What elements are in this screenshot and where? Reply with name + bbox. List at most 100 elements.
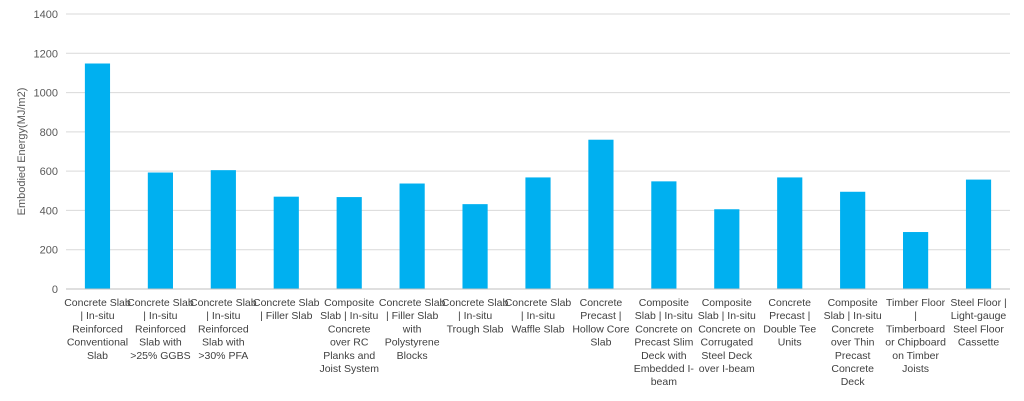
x-category-label-line: Slab | In-situ xyxy=(320,310,378,322)
y-tick-label: 600 xyxy=(40,166,58,178)
x-category-label-line: Slab xyxy=(87,350,108,362)
x-category-label-line: >25% GGBS xyxy=(130,350,190,362)
x-category-label-line: Steel Floor xyxy=(953,323,1004,335)
x-category-label-line: Cassette xyxy=(958,337,1000,349)
x-category-label-line: Joists xyxy=(902,363,929,375)
x-category-label: Composite Slab | In-situ Concrete on Corrug… xyxy=(698,297,756,375)
x-category-label-line: Concrete Slab xyxy=(442,297,509,309)
x-category-label-line: Composite xyxy=(828,297,878,309)
x-category-label-line: Corrugated xyxy=(701,337,754,349)
x-category-label-line: Light-gauge xyxy=(951,310,1007,322)
x-category-label-line: | In-situ xyxy=(206,310,240,322)
x-category-label-line: Timber Floor xyxy=(886,297,946,309)
bar xyxy=(840,191,866,289)
x-category-label: Concrete Slab | Filler Slab xyxy=(253,297,320,322)
bar xyxy=(525,177,551,289)
bar xyxy=(210,170,236,289)
bars xyxy=(84,63,992,289)
x-category-label-line: Polystyrene xyxy=(385,337,440,349)
x-category-label-line: Blocks xyxy=(397,350,428,362)
bar xyxy=(462,204,488,289)
x-category-label: Concrete Slab | Filler Slab with Polystyren… xyxy=(379,297,446,362)
x-category-label-line: over RC xyxy=(330,337,369,349)
bar xyxy=(588,139,614,289)
x-category-label: Timber Floor | Timberboard or Chipboard on T… xyxy=(885,297,946,375)
x-category-label-line: Slab | In-situ xyxy=(635,310,693,322)
x-category-label-line: Slab | In-situ xyxy=(698,310,756,322)
x-category-label-line: Steel Floor | xyxy=(950,297,1006,309)
x-category-label-line: Waffle Slab xyxy=(511,323,564,335)
x-category-label-line: Precast xyxy=(835,350,871,362)
x-category-label-line: Concrete xyxy=(831,323,874,335)
x-category-label-line: >30% PFA xyxy=(198,350,248,362)
bar xyxy=(147,172,173,289)
x-category-label-line: Concrete Slab xyxy=(127,297,194,309)
x-category-label: Concrete Slab | In-situ Reinforced Conventi… xyxy=(64,297,131,362)
x-category-label-line: Steel Deck xyxy=(701,350,753,362)
x-category-label-line: with xyxy=(402,323,422,335)
x-category-label-line: Reinforced xyxy=(72,323,123,335)
x-category-label-line: Concrete xyxy=(768,297,811,309)
x-category-label-line: Precast Slim xyxy=(634,337,693,349)
bar xyxy=(336,197,362,289)
bar xyxy=(273,196,299,289)
x-category-label-line: Deck xyxy=(841,376,866,388)
x-category-label-line: Slab with xyxy=(139,337,182,349)
x-category-label-line: | In-situ xyxy=(143,310,177,322)
x-category-label: Concrete Precast | Double Tee Units xyxy=(763,297,816,349)
x-category-label-line: | xyxy=(914,310,917,322)
bar xyxy=(651,181,677,289)
bar xyxy=(714,209,740,289)
x-category-label-line: Composite xyxy=(702,297,752,309)
x-category-label-line: Concrete Slab xyxy=(190,297,257,309)
y-tick-label: 0 xyxy=(52,284,58,296)
x-category-label-line: Timberboard xyxy=(886,323,945,335)
x-category-label-line: Double Tee xyxy=(763,323,816,335)
x-category-label: Concrete Slab | In-situ Reinforced Slab wit… xyxy=(127,297,194,362)
x-category-label-line: Concrete on xyxy=(635,323,692,335)
bar xyxy=(965,179,992,289)
x-category-label-line: Concrete xyxy=(831,363,874,375)
x-category-label-line: Deck with xyxy=(641,350,687,362)
x-category-label: Concrete Precast | Hollow Core Slab xyxy=(572,297,629,349)
x-category-label-line: Slab with xyxy=(202,337,245,349)
x-category-label: Steel Floor | Light-gauge Steel Floor Casse… xyxy=(950,297,1006,349)
x-category-label-line: | In-situ xyxy=(458,310,492,322)
bar xyxy=(399,183,425,289)
x-category-label-line: Embedded I- xyxy=(634,363,695,375)
x-category-label-line: Planks and xyxy=(323,350,375,362)
x-category-label: Composite Slab | In-situ Concrete over Thin… xyxy=(824,297,882,388)
y-tick-label: 200 xyxy=(40,245,58,257)
x-category-label-line: | Filler Slab xyxy=(260,310,312,322)
x-category-label-line: Concrete on xyxy=(698,323,755,335)
x-category-label-line: Conventional xyxy=(67,337,128,349)
x-category-label-line: | Filler Slab xyxy=(386,310,438,322)
x-category-label-line: | In-situ xyxy=(521,310,555,322)
x-category-label: Concrete Slab | In-situ Waffle Slab xyxy=(505,297,572,335)
x-category-label: Concrete Slab | In-situ Reinforced Slab wit… xyxy=(190,297,257,362)
bar xyxy=(903,232,929,289)
x-category-label-line: Units xyxy=(778,337,802,349)
x-category-label-line: Precast | xyxy=(580,310,621,322)
x-category-label-line: Precast | xyxy=(769,310,810,322)
x-category-label-line: | In-situ xyxy=(80,310,114,322)
x-category-label-line: over Thin xyxy=(831,337,875,349)
x-category-label-line: Reinforced xyxy=(198,323,249,335)
bar xyxy=(84,63,111,289)
y-tick-label: 800 xyxy=(40,127,58,139)
x-category-label-line: Concrete Slab xyxy=(379,297,446,309)
x-category-label: Composite Slab | In-situ Concrete on Precas… xyxy=(634,297,695,388)
x-category-label-line: over I-beam xyxy=(699,363,755,375)
x-category-label-line: Slab xyxy=(590,337,611,349)
x-category-label-line: Concrete Slab xyxy=(253,297,320,309)
x-category-label-line: Composite xyxy=(639,297,689,309)
y-tick-label: 1400 xyxy=(34,9,58,21)
y-tick-label: 1200 xyxy=(34,48,58,60)
x-category-label-line: Trough Slab xyxy=(447,323,504,335)
x-category-label-line: Hollow Core xyxy=(572,323,629,335)
x-category-label-line: Concrete Slab xyxy=(64,297,131,309)
y-axis-title: Embodied Energy(MJ/m2) xyxy=(16,88,28,216)
x-category-label-line: Concrete xyxy=(328,323,371,335)
x-category-label-line: Joist System xyxy=(319,363,379,375)
